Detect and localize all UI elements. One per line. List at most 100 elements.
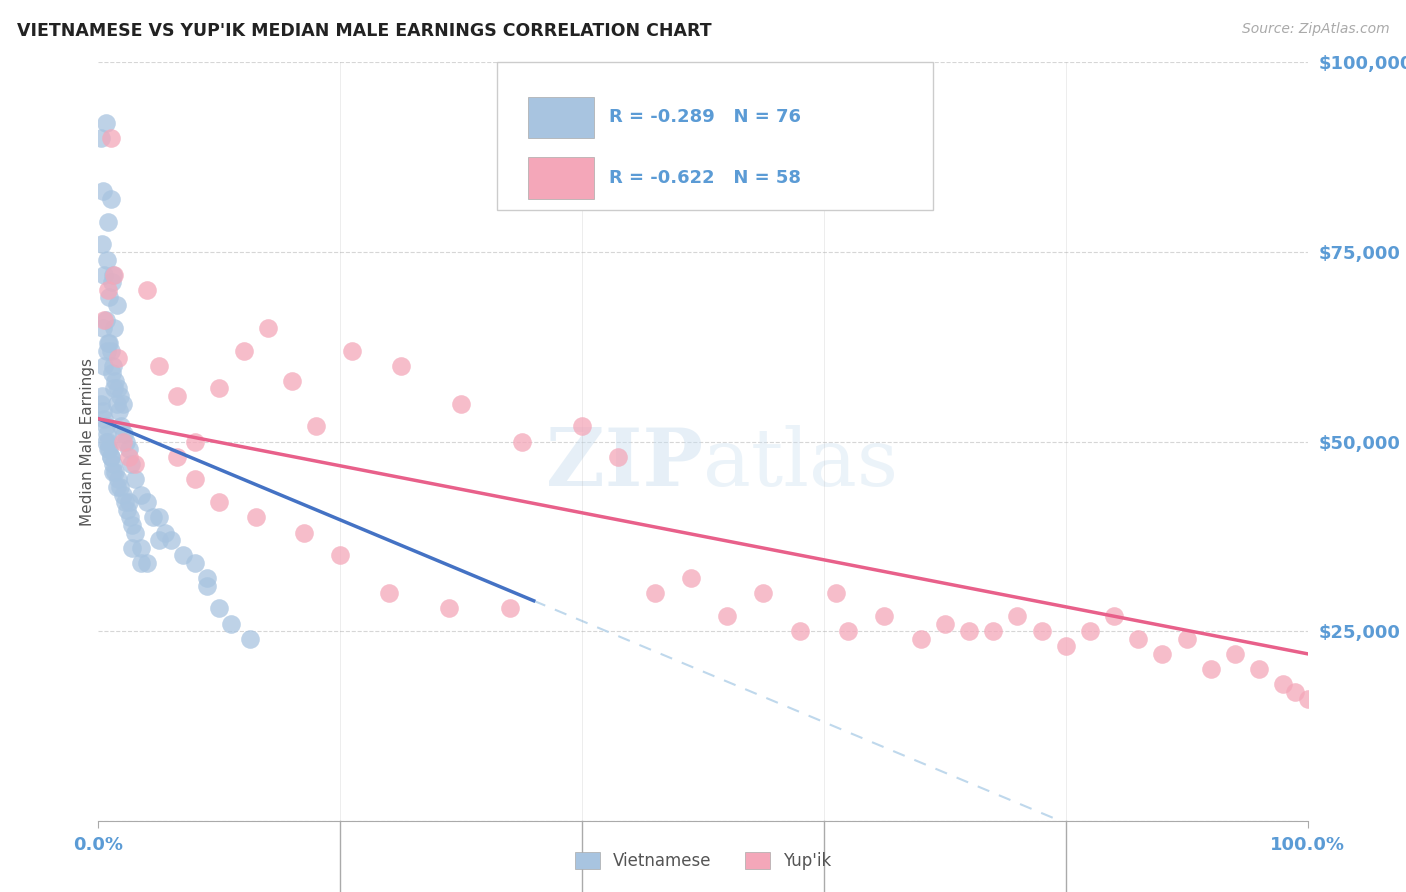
Point <box>101 457 124 471</box>
Point <box>644 586 666 600</box>
Point <box>232 343 254 358</box>
Point <box>281 374 304 388</box>
Point <box>142 510 165 524</box>
Point <box>96 426 118 441</box>
Point <box>101 465 124 479</box>
Point <box>100 275 122 289</box>
Point <box>100 192 122 206</box>
Point <box>118 450 141 464</box>
Point <box>107 351 129 366</box>
Point <box>98 442 121 457</box>
Point <box>1272 677 1295 691</box>
Point <box>118 495 141 509</box>
Point <box>91 237 114 252</box>
Point <box>103 268 125 282</box>
Point <box>111 396 134 410</box>
Point <box>90 131 112 145</box>
Point <box>571 419 593 434</box>
Point <box>166 389 188 403</box>
Point <box>1296 692 1319 706</box>
Point <box>1128 632 1150 646</box>
Point <box>437 601 460 615</box>
Point <box>184 556 207 570</box>
Point <box>256 320 278 334</box>
Point <box>90 396 112 410</box>
Point <box>111 487 134 501</box>
Point <box>129 487 152 501</box>
Point <box>377 586 399 600</box>
Point <box>510 434 533 449</box>
Point <box>96 252 118 267</box>
Point <box>98 335 121 350</box>
FancyBboxPatch shape <box>527 157 595 199</box>
Point <box>101 359 124 373</box>
Point <box>342 343 364 358</box>
Point <box>329 548 352 563</box>
Point <box>93 268 115 282</box>
Point <box>97 434 120 449</box>
Point <box>1152 647 1174 661</box>
Point <box>752 586 775 600</box>
Point <box>981 624 1004 639</box>
Point <box>129 541 152 555</box>
Point <box>91 389 114 403</box>
Point <box>498 601 520 615</box>
Point <box>124 457 146 471</box>
Point <box>107 473 129 487</box>
Point <box>117 503 139 517</box>
Point <box>195 571 218 585</box>
Point <box>94 116 117 130</box>
Point <box>105 396 128 410</box>
Point <box>91 184 114 198</box>
Point <box>910 632 932 646</box>
Point <box>100 450 122 464</box>
Point <box>91 404 114 418</box>
Point <box>837 624 859 639</box>
Point <box>934 616 956 631</box>
Point <box>91 320 114 334</box>
Point <box>97 335 120 350</box>
Text: ZIP: ZIP <box>546 425 703 503</box>
Point <box>98 290 121 304</box>
Point <box>108 389 131 403</box>
Point <box>94 434 117 449</box>
Point <box>118 442 141 457</box>
Point <box>221 616 243 631</box>
Point <box>100 450 122 464</box>
Point <box>208 601 231 615</box>
Point <box>108 404 131 418</box>
Point <box>129 556 152 570</box>
Point <box>1199 662 1222 676</box>
Point <box>100 343 122 358</box>
Point <box>1249 662 1271 676</box>
Point <box>716 608 738 623</box>
Point <box>120 457 142 471</box>
Point <box>94 313 117 327</box>
Point <box>1007 608 1029 623</box>
Text: R = -0.622   N = 58: R = -0.622 N = 58 <box>609 169 800 187</box>
Text: Source: ZipAtlas.com: Source: ZipAtlas.com <box>1241 22 1389 37</box>
Point <box>1102 608 1125 623</box>
Point <box>93 313 115 327</box>
Point <box>305 419 328 434</box>
Point <box>93 412 115 426</box>
Point <box>110 419 132 434</box>
Point <box>115 434 138 449</box>
Point <box>1284 685 1306 699</box>
Point <box>292 525 315 540</box>
Point <box>184 473 207 487</box>
Y-axis label: Median Male Earnings: Median Male Earnings <box>80 358 94 525</box>
Point <box>111 434 134 449</box>
Point <box>450 396 472 410</box>
Point <box>124 525 146 540</box>
Point <box>121 517 143 532</box>
Point <box>108 480 131 494</box>
Point <box>112 426 135 441</box>
Text: VIETNAMESE VS YUP'IK MEDIAN MALE EARNINGS CORRELATION CHART: VIETNAMESE VS YUP'IK MEDIAN MALE EARNING… <box>17 22 711 40</box>
Point <box>873 608 896 623</box>
Point <box>103 320 125 334</box>
Point <box>97 214 120 228</box>
Point <box>97 283 120 297</box>
Point <box>121 541 143 555</box>
Point <box>104 465 127 479</box>
